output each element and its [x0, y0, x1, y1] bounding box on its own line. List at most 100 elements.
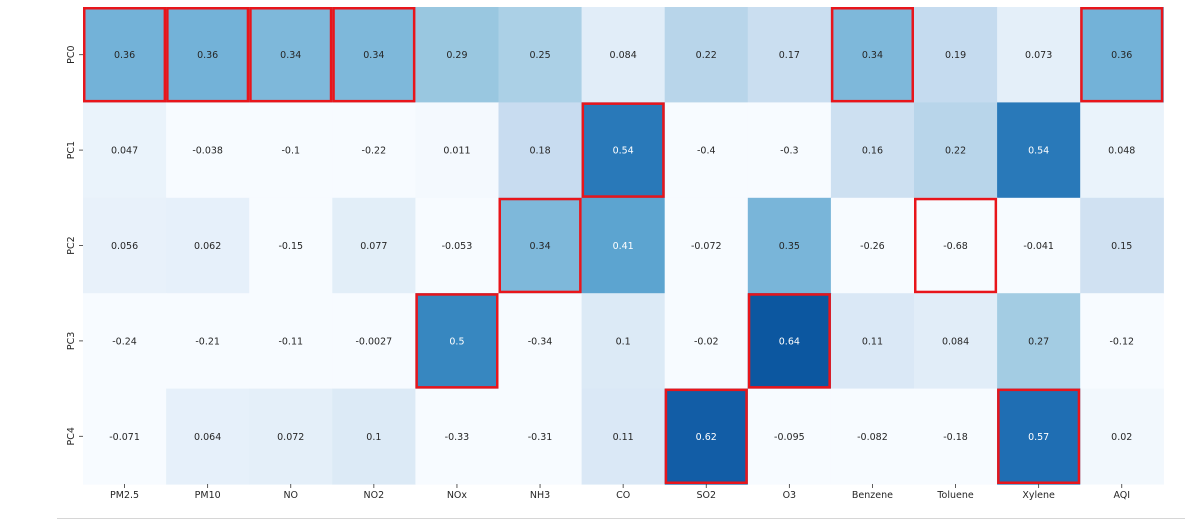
cell-value-label: -0.22: [362, 146, 387, 157]
cell-value-label: -0.3: [780, 146, 799, 157]
heatmap-cell-PC3-PM10: [166, 293, 250, 390]
x-tick-label: CO: [616, 490, 630, 501]
cell-value-label: 0.62: [696, 432, 717, 443]
cell-value-label: -0.082: [857, 432, 888, 443]
heatmap-cell-PC2-NOx: [415, 197, 500, 294]
heatmap-cell-PC3-NO: [249, 293, 333, 390]
cell-value-label: -0.1: [281, 146, 300, 157]
heatmap-cell-PC2-SO2: [664, 197, 749, 294]
heatmap-cell-PC0-AQI: [1080, 7, 1164, 103]
cell-value-label: -0.31: [528, 432, 553, 443]
highlight-box: [747, 293, 831, 389]
highlight-boxes: [83, 7, 1164, 485]
y-tick-label: PC1: [66, 141, 77, 159]
cell-value-label: 0.36: [114, 50, 135, 61]
x-tick-label: NO2: [364, 490, 385, 501]
cell-value-label: 0.36: [1111, 50, 1132, 61]
cell-value-label: 0.54: [1028, 146, 1049, 157]
x-tick-label: Toluene: [936, 490, 974, 501]
cell-value-label: -0.041: [1023, 241, 1054, 252]
x-tick-label: AQI: [1113, 490, 1130, 501]
cell-value-label: -0.095: [774, 432, 805, 443]
cell-value-label: -0.0027: [356, 336, 393, 347]
heatmap-cell-PC1-NO2: [332, 102, 416, 199]
cell-value-label: 0.34: [529, 241, 550, 252]
heatmap-cell-PC1-O3: [747, 102, 832, 199]
x-tick-label: PM10: [195, 490, 221, 501]
highlight-box: [249, 7, 333, 103]
heatmap-cell-PC0-PM10: [166, 7, 250, 103]
cell-value-label: -0.68: [943, 241, 968, 252]
heatmap-cell-PC3-O3: [747, 293, 832, 390]
cell-value-label: 0.047: [111, 146, 138, 157]
x-axis: PM2.5 PM10 NO NO2 NOx NH3 CO SO2 O3 Benzene Toluen…: [110, 484, 1130, 501]
x-tick-label: PM2.5: [110, 490, 139, 501]
heatmap-cell-PC4-NO: [249, 388, 333, 485]
heatmap-cell-PC2-PM10: [166, 197, 250, 294]
highlight-box: [83, 7, 167, 103]
heatmap-cell-PC4-SO2: [664, 388, 749, 485]
y-tick-label: PC3: [66, 332, 77, 350]
heatmap-cell-PC4-NOx: [415, 388, 500, 485]
cell-value-label: 0.22: [696, 50, 717, 61]
heatmap-cell-PC0-CO: [581, 7, 666, 103]
heatmap-cell-PC2-Benzene: [830, 197, 915, 294]
heatmap-cell-PC2-NO: [249, 197, 333, 294]
heatmap-cell-PC3-SO2: [664, 293, 749, 390]
heatmap-cell-PC0-SO2: [664, 7, 749, 103]
heatmap-cell-PC0-Benzene: [830, 7, 915, 103]
y-tick-label: PC4: [66, 427, 77, 445]
highlight-box: [332, 7, 416, 103]
cell-value-label: -0.4: [697, 146, 716, 157]
highlight-box: [664, 388, 748, 485]
heatmap-cell-PC3-AQI: [1080, 293, 1164, 390]
heatmap-cell-PC3-NH3: [498, 293, 583, 390]
heatmap-cell-PC4-PM10: [166, 388, 250, 485]
cell-value-label: 0.073: [1025, 50, 1052, 61]
cell-value-label: 0.19: [945, 50, 966, 61]
heatmap-cell-PC1-Benzene: [830, 102, 915, 199]
cell-value-label: 0.056: [111, 241, 138, 252]
heatmap-cell-PC1-CO: [581, 102, 666, 199]
cell-value-label: 0.36: [197, 50, 218, 61]
cell-value-label: -0.34: [528, 336, 553, 347]
cell-value-label: 0.17: [779, 50, 800, 61]
highlight-box: [498, 197, 582, 294]
x-tick-label: NO: [283, 490, 298, 501]
heatmap-cells: [83, 7, 1164, 485]
heatmap-cell-PC2-CO: [581, 197, 666, 294]
cell-value-label: 0.34: [363, 50, 384, 61]
x-tick-label: Xylene: [1022, 490, 1055, 501]
cell-value-label: 0.084: [942, 336, 969, 347]
highlight-box: [581, 102, 665, 198]
heatmap-cell-PC4-AQI: [1080, 388, 1164, 485]
cell-value-label: -0.053: [442, 241, 473, 252]
highlight-box: [914, 197, 998, 294]
heatmap-cell-PC1-SO2: [664, 102, 749, 199]
cell-value-label: 0.077: [360, 241, 387, 252]
heatmap-cell-PC2-PM2.5: [83, 197, 167, 294]
cell-value-label: 0.5: [449, 336, 464, 347]
highlight-box: [997, 388, 1081, 485]
highlight-box: [415, 293, 499, 389]
heatmap-cell-PC4-Benzene: [830, 388, 915, 485]
cell-value-label: 0.11: [862, 336, 883, 347]
heatmap-cell-PC4-Xylene: [997, 388, 1081, 485]
cell-value-label: -0.072: [691, 241, 722, 252]
highlight-box: [1080, 7, 1164, 103]
heatmap-cell-PC0-Xylene: [997, 7, 1081, 103]
heatmap-cell-PC3-Benzene: [830, 293, 915, 390]
x-tick-label: NOx: [447, 490, 468, 501]
heatmap-cell-PC0-O3: [747, 7, 832, 103]
bottom-divider: [57, 518, 1185, 519]
x-tick-label: SO2: [696, 490, 716, 501]
heatmap-cell-PC4-CO: [581, 388, 666, 485]
cell-value-label: 0.25: [529, 50, 550, 61]
heatmap-cell-PC0-NO2: [332, 7, 416, 103]
heatmap-cell-PC4-NO2: [332, 388, 416, 485]
cell-value-label: 0.11: [613, 432, 634, 443]
heatmap-cell-PC0-NOx: [415, 7, 500, 103]
cell-value-label: 0.072: [277, 432, 304, 443]
heatmap-cell-PC2-O3: [747, 197, 832, 294]
heatmap-cell-PC2-AQI: [1080, 197, 1164, 294]
